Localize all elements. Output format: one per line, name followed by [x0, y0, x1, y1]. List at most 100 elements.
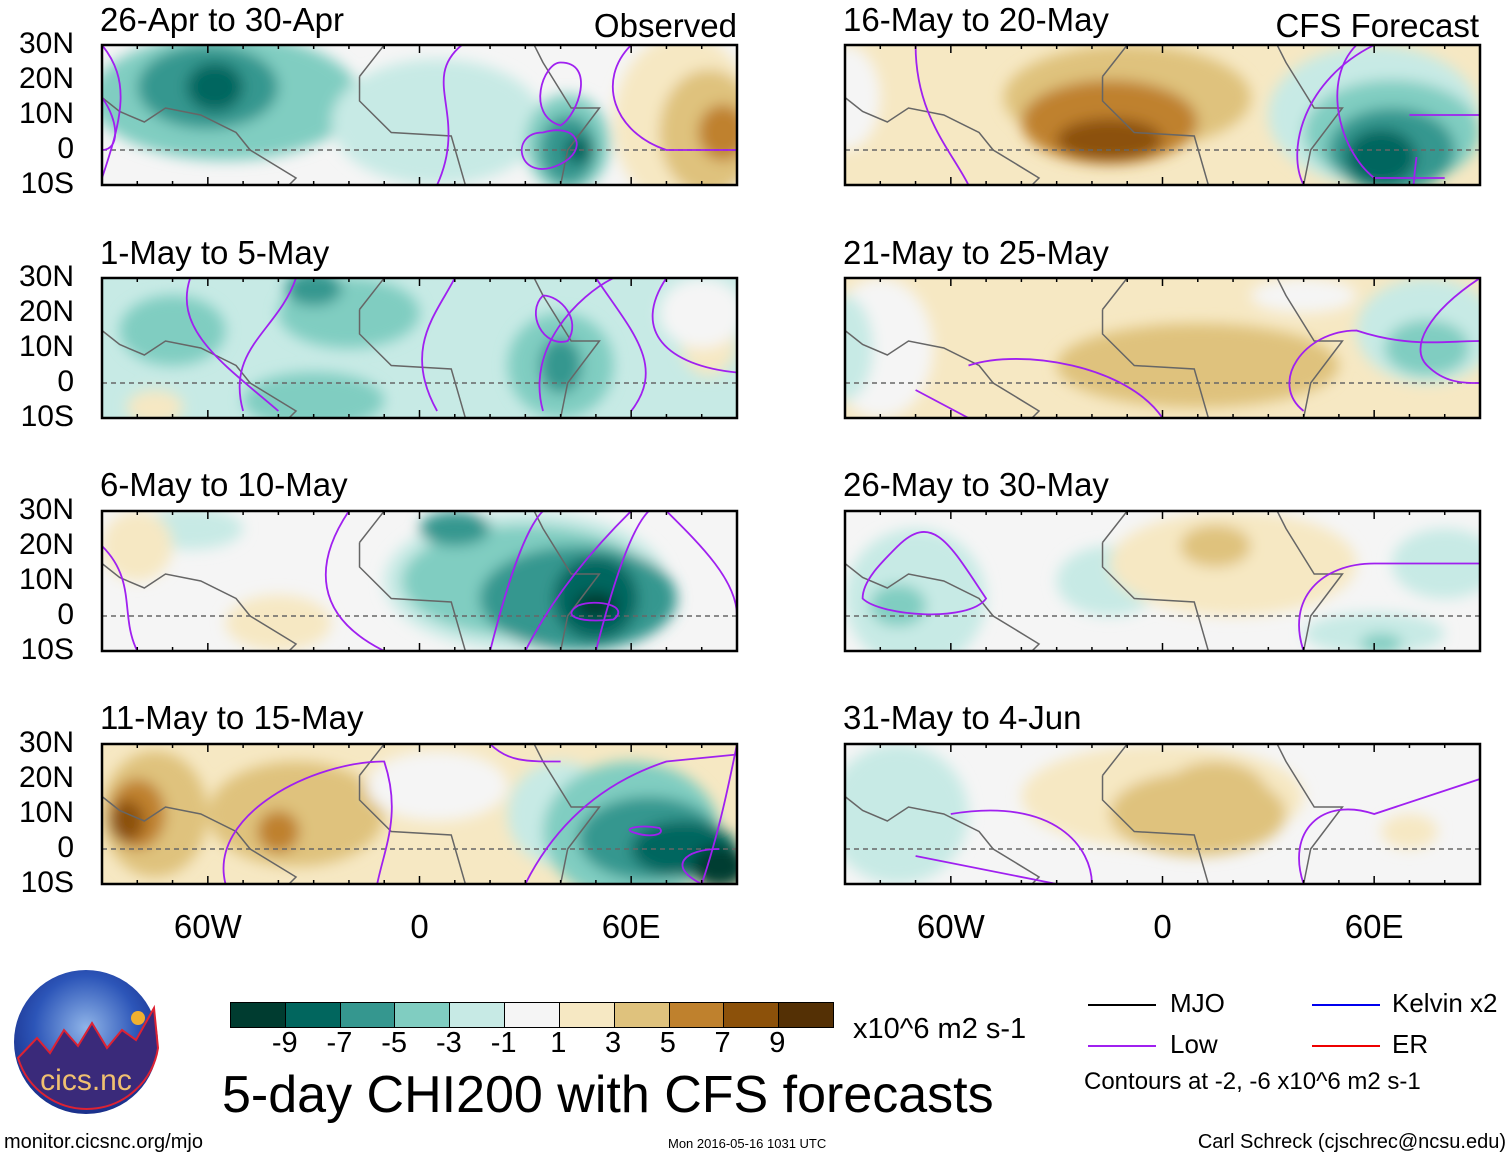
wave-contour — [102, 96, 116, 151]
shading-region — [1384, 320, 1470, 376]
coastline — [1101, 744, 1344, 884]
footer-url[interactable]: monitor.cicsnc.org/mjo — [4, 1131, 203, 1153]
contour-note: Contours at -2, -6 x10^6 m2 s-1 — [1084, 1068, 1421, 1095]
shading-region — [257, 810, 300, 853]
lat-label: 10S — [20, 633, 74, 666]
shading-region — [1345, 129, 1417, 185]
shading-region — [845, 45, 881, 150]
legend-label: MJO — [1170, 988, 1225, 1018]
panel-title: 1-May to 5-May — [100, 234, 330, 271]
wave-contour — [700, 744, 737, 884]
anomaly-shading — [119, 278, 737, 418]
lon-label: 60E — [601, 908, 661, 945]
wave-contour — [1296, 45, 1375, 185]
lat-label: 20N — [18, 761, 74, 794]
shading-region — [698, 104, 737, 161]
colorbar-tick-label: 3 — [605, 1027, 622, 1059]
wave-contour — [914, 45, 970, 185]
wave-contour — [665, 511, 737, 617]
shading-region — [1162, 761, 1269, 832]
panel-title: 31-May to 4-Jun — [843, 699, 1082, 736]
map-panel — [100, 742, 739, 886]
shading-region — [691, 845, 737, 884]
colorbar-swatch — [558, 1003, 614, 1027]
shading-region — [126, 390, 184, 418]
colorbar-units: x10^6 m2 s-1 — [853, 1013, 1027, 1045]
coastline — [845, 795, 1041, 884]
coastline — [845, 96, 1041, 185]
wave-contour — [524, 511, 632, 651]
wave-contour — [628, 825, 662, 837]
colorbar-tick-label: 5 — [659, 1027, 676, 1059]
colorbar-swatch — [449, 1003, 505, 1027]
panel-title: 26-May to 30-May — [843, 466, 1109, 503]
lat-label: 0 — [57, 132, 74, 165]
legend-low: Low — [1088, 1029, 1218, 1060]
shading-region — [1360, 633, 1403, 651]
wave-contour — [324, 511, 385, 651]
wave-contour — [102, 545, 139, 651]
wave-contour — [222, 760, 393, 884]
lat-label: 0 — [57, 598, 74, 631]
lat-label: 20N — [18, 295, 74, 328]
map-panels — [100, 43, 1482, 886]
wave-contour — [489, 744, 561, 763]
colorbar-tick-label: -1 — [490, 1027, 517, 1059]
colorbar-swatch — [339, 1003, 395, 1027]
wave-contour — [102, 45, 122, 179]
lat-label: 20N — [18, 528, 74, 561]
lat-label: 30N — [18, 260, 74, 293]
shading-region — [285, 278, 342, 306]
coastline — [1101, 278, 1344, 418]
shading-region — [109, 800, 145, 842]
colorbar-tick-label: -9 — [271, 1027, 298, 1059]
shading-region — [1250, 278, 1357, 313]
legend-er: ER — [1312, 1029, 1428, 1060]
svg-text:cics.nc: cics.nc — [40, 1064, 132, 1097]
legend-label: Kelvin x2 — [1392, 988, 1498, 1018]
coastline — [102, 96, 298, 185]
lat-label: 30N — [18, 726, 74, 759]
shading-region — [102, 511, 173, 581]
low-line-swatch — [1088, 1045, 1156, 1048]
shading-region — [539, 337, 582, 394]
colorbar-swatch — [778, 1003, 833, 1027]
map-panel — [100, 509, 739, 653]
lat-label: 30N — [18, 493, 74, 526]
wave-contour — [1419, 278, 1480, 384]
map-panel — [843, 43, 1482, 187]
wave-contour — [1412, 156, 1418, 185]
wave-contour — [421, 278, 456, 412]
colorbar-swatch — [284, 1003, 340, 1027]
colorbar-tick-label: -7 — [326, 1027, 353, 1059]
lon-label: 60E — [1344, 908, 1404, 945]
lon-label: 0 — [410, 908, 429, 945]
wave-contour — [238, 278, 297, 412]
map-panel — [843, 276, 1482, 420]
map-panel — [100, 276, 739, 420]
colorbar-tick-label: 1 — [550, 1027, 567, 1059]
map-panel — [843, 742, 1482, 886]
shading-region — [1056, 323, 1339, 408]
legend-label: Low — [1170, 1029, 1218, 1059]
lat-label: 30N — [18, 27, 74, 60]
lat-label: 10N — [18, 563, 74, 596]
lon-label: 0 — [1153, 908, 1172, 945]
wave-contour — [539, 61, 582, 127]
legend-label: ER — [1392, 1029, 1429, 1059]
wave-contour — [1298, 562, 1480, 651]
panel-title: 21-May to 25-May — [843, 234, 1109, 271]
shading-region — [119, 295, 226, 366]
figure-title: 5-day CHI200 with CFS forecasts — [222, 1066, 994, 1124]
shading-region — [845, 278, 934, 418]
coastline — [358, 511, 601, 651]
coastline — [358, 45, 601, 185]
anomaly-shading — [102, 751, 737, 884]
colorbar-swatch — [613, 1003, 669, 1027]
coastline — [845, 562, 1041, 651]
wave-contour — [524, 753, 737, 884]
coastline — [845, 329, 1041, 418]
map-panel — [843, 509, 1482, 653]
shading-region — [1056, 118, 1163, 161]
legend-mjo: MJO — [1088, 988, 1225, 1019]
